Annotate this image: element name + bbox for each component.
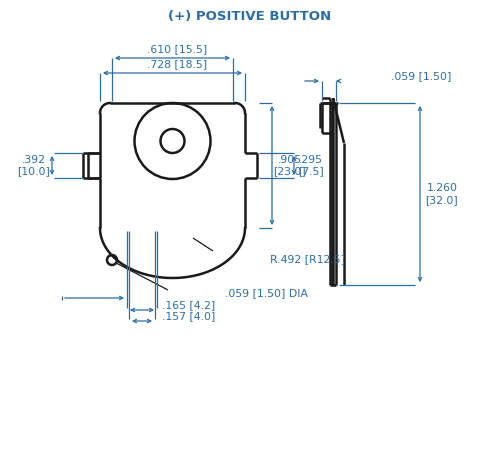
Text: .295
[7.5]: .295 [7.5] [298, 155, 324, 176]
Text: .392
[10.0]: .392 [10.0] [18, 155, 50, 176]
Text: .157 [4.0]: .157 [4.0] [162, 311, 216, 321]
Text: .905
[23.0]: .905 [23.0] [274, 155, 306, 176]
Text: .165 [4.2]: .165 [4.2] [162, 300, 215, 310]
Text: .059 [1.50]: .059 [1.50] [391, 71, 452, 81]
Text: (+) POSITIVE BUTTON: (+) POSITIVE BUTTON [168, 10, 332, 24]
Text: .610 [15.5]: .610 [15.5] [148, 44, 208, 54]
Text: R.492 [R12.5]: R.492 [R12.5] [270, 254, 345, 264]
Text: .728 [18.5]: .728 [18.5] [148, 59, 208, 69]
Text: .059 [1.50] DIA: .059 [1.50] DIA [225, 288, 308, 298]
Text: 1.260
[32.0]: 1.260 [32.0] [426, 183, 458, 205]
